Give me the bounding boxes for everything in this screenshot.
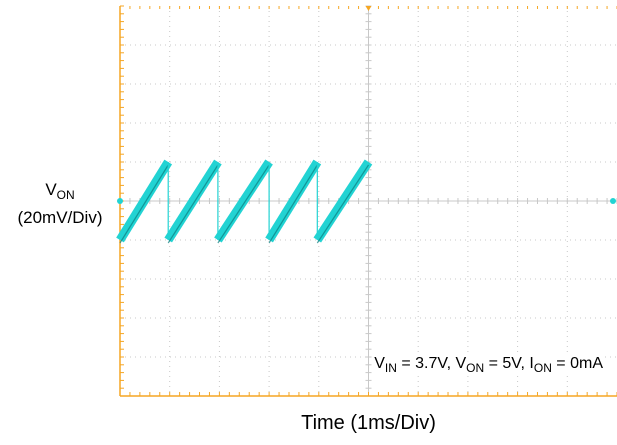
ramp-segment xyxy=(164,159,222,243)
ramp-noise xyxy=(316,164,370,244)
x-axis-label: Time (1ms/Div) xyxy=(301,412,436,434)
plot-frame xyxy=(119,5,617,397)
trigger-marker xyxy=(365,6,372,11)
ramp-noise xyxy=(119,164,169,244)
ramp-segment xyxy=(313,159,373,243)
ramp-noise xyxy=(217,164,270,244)
ground-marker-right xyxy=(610,198,616,204)
ramp-segment xyxy=(214,159,273,243)
ramp-segment xyxy=(116,159,173,243)
y-axis-scale-label: (20mV/Div) xyxy=(17,208,103,227)
marker-layer xyxy=(117,6,616,204)
y-axis-label: VON xyxy=(45,180,75,202)
ramp-noise xyxy=(167,164,219,244)
ramp-noise xyxy=(268,164,318,244)
measurement-annotation: VIN = 3.7V, VON = 5V, ION = 0mA xyxy=(374,355,603,375)
ground-marker-left xyxy=(117,198,123,204)
ramp-segment xyxy=(265,159,322,243)
trace-layer xyxy=(116,159,373,244)
